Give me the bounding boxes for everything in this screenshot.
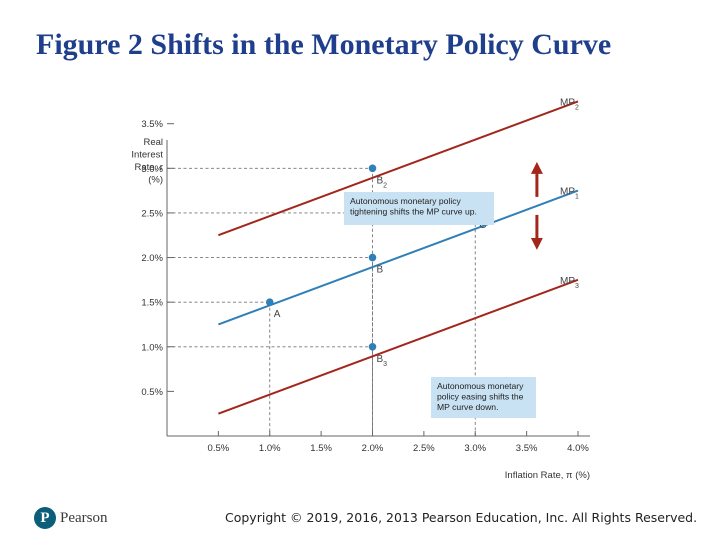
x-tick-label: 2.0% (362, 443, 384, 454)
y-tick-label: 2.5% (141, 208, 163, 219)
y-axis-title-line: Rate, r (134, 162, 163, 173)
x-tick-label: 2.5% (413, 443, 435, 454)
tightening-note-line: Autonomous monetary policy (350, 196, 462, 206)
axes (166, 140, 590, 437)
y-axis-title-line: Real (143, 137, 163, 148)
x-tick-label: 3.5% (516, 443, 538, 454)
data-points: A B C B2 B3 (265, 164, 486, 368)
series-labels: MP2 MP1 MP3 (560, 97, 579, 289)
point-a (265, 298, 274, 306)
easing-note-line: policy easing shifts the (437, 392, 524, 402)
tightening-note-line: tightening shifts the MP curve up. (350, 207, 477, 217)
y-tick-label: 3.0% (141, 164, 163, 175)
easing-note-box (431, 377, 536, 418)
easing-note-line: MP curve down. (437, 402, 498, 412)
point-b3 (368, 342, 377, 351)
x-ticks: 0.5% 1.0% 1.5% 2.0% 2.5% 3.0% 3.5% 4.0% (208, 431, 589, 454)
y-tick-label: 1.5% (141, 298, 163, 309)
slide-title: Figure 2 Shifts in the Monetary Policy C… (36, 28, 612, 61)
x-tick-label: 3.0% (464, 443, 486, 454)
pearson-logo: P Pearson (34, 505, 108, 531)
pearson-logo-icon: P (34, 507, 56, 529)
series-label-mp1: MP1 (560, 187, 579, 201)
series-line-mp1 (218, 189, 579, 326)
point-b2 (368, 164, 377, 173)
point-b (368, 253, 377, 262)
series-label-mp2: MP2 (560, 97, 579, 111)
point-label-b3: B3 (377, 354, 388, 368)
x-axis-title: Inflation Rate, π (%) (505, 470, 590, 481)
y-ticks: 0.5% 1.0% 1.5% 2.0% 2.5% 3.0% 3.5% (141, 119, 174, 398)
point-label-b: B (377, 265, 384, 276)
x-tick-label: 0.5% (208, 443, 230, 454)
guide-lines (167, 167, 476, 436)
point-label-c: C (479, 220, 486, 231)
y-axis-title-line: (%) (148, 175, 163, 186)
y-tick-label: 3.5% (141, 119, 163, 130)
tightening-note-box (344, 192, 494, 225)
y-tick-label: 0.5% (141, 387, 163, 398)
series-lines (218, 100, 579, 415)
pearson-logo-text: Pearson (60, 509, 108, 526)
y-tick-label: 2.0% (141, 253, 163, 264)
point-label-a: A (274, 309, 281, 320)
series-line-mp2 (218, 100, 579, 237)
x-tick-label: 1.0% (259, 443, 281, 454)
y-axis-title-line: Interest (131, 150, 163, 161)
series-line-mp3 (218, 278, 579, 415)
x-tick-label: 1.5% (310, 443, 332, 454)
y-tick-label: 1.0% (141, 342, 163, 353)
copyright-notice: Copyright © 2019, 2016, 2013 Pearson Edu… (225, 510, 698, 525)
series-label-mp3: MP3 (560, 276, 579, 290)
point-label-b2: B2 (377, 175, 388, 189)
x-tick-label: 4.0% (567, 443, 589, 454)
easing-note-line: Autonomous monetary (437, 381, 524, 391)
